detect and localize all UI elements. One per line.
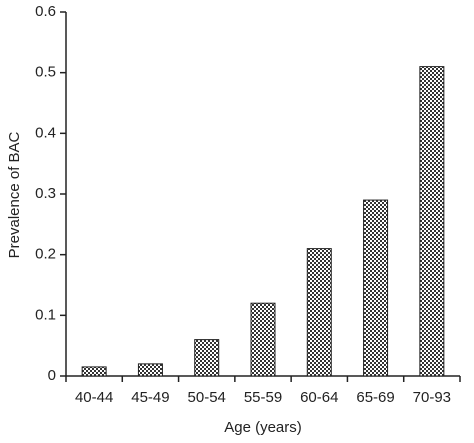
bar [137, 363, 163, 377]
bar [250, 302, 276, 377]
x-axis-label: Age (years) [224, 419, 302, 436]
y-tick-label: 0.2 [35, 246, 56, 263]
x-tick-label: 45-49 [131, 389, 169, 406]
x-tick-label: 70-93 [413, 389, 451, 406]
y-tick-label: 0.5 [35, 64, 56, 81]
y-axis-label: Prevalence of BAC [6, 131, 23, 258]
x-tick-label: 50-54 [188, 389, 226, 406]
y-tick-label: 0.3 [35, 185, 56, 202]
x-tick-label: 55-59 [244, 389, 282, 406]
bar [194, 339, 220, 377]
y-tick-label: 0 [48, 367, 56, 384]
y-tick-label: 0.6 [35, 3, 56, 20]
bar [363, 199, 389, 377]
y-tick-label: 0.4 [35, 124, 56, 141]
bar [81, 366, 107, 377]
x-tick-label: 40-44 [75, 389, 113, 406]
bar [419, 66, 445, 377]
bar [306, 248, 332, 377]
x-tick-label: 65-69 [356, 389, 394, 406]
x-tick-label: 60-64 [300, 389, 338, 406]
y-tick-label: 0.1 [35, 306, 56, 323]
